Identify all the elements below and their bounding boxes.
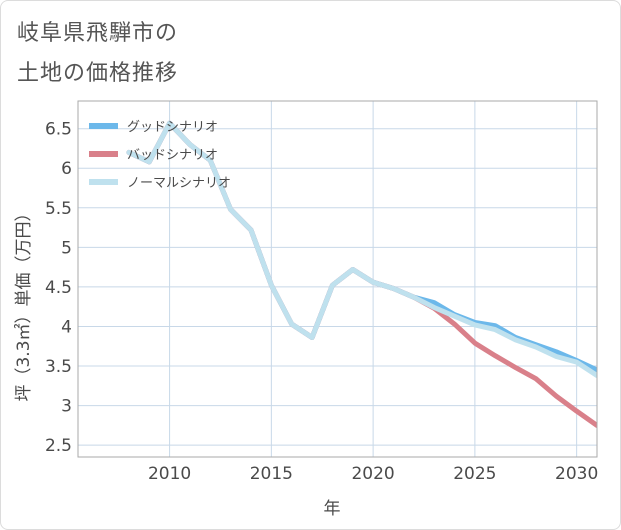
grid-lines [78,101,597,457]
y-tick-label: 3.5 [45,357,72,377]
x-axis-title: 年 [324,499,341,519]
x-axis-ticks: 2010 2015 2020 2025 2030 [148,464,598,484]
series-line-normal [126,120,597,378]
y-axis-title: 坪（3.3㎡）単価（万円） [14,204,34,401]
x-tick-label: 2030 [555,464,598,484]
legend-label-bad: バッドシナリオ [127,148,218,163]
x-tick-label: 2010 [148,464,191,484]
y-tick-label: 6.5 [45,120,72,140]
y-tick-label: 4.5 [45,278,72,298]
y-tick-label: 5 [61,238,72,258]
plot-frame [77,100,598,458]
y-tick-label: 4 [61,317,72,337]
series-lines [126,120,597,428]
y-tick-label: 3 [61,397,72,417]
x-tick-label: 2025 [453,464,496,484]
legend-label-normal: ノーマルシナリオ [127,176,231,191]
y-tick-label: 2.5 [45,436,72,456]
y-tick-label: 5.5 [45,199,72,219]
y-tick-label: 6 [61,159,72,179]
chart-title-line-2: 土地の価格推移 [17,61,179,86]
legend-label-good: グッドシナリオ [127,120,218,135]
x-tick-label: 2020 [351,464,394,484]
y-axis-ticks: 2.5 3 3.5 4 4.5 5 5.5 6 6.5 [45,120,72,456]
x-tick-label: 2015 [250,464,293,484]
chart-title-line-1: 岐阜県飛騨市の [17,21,179,46]
